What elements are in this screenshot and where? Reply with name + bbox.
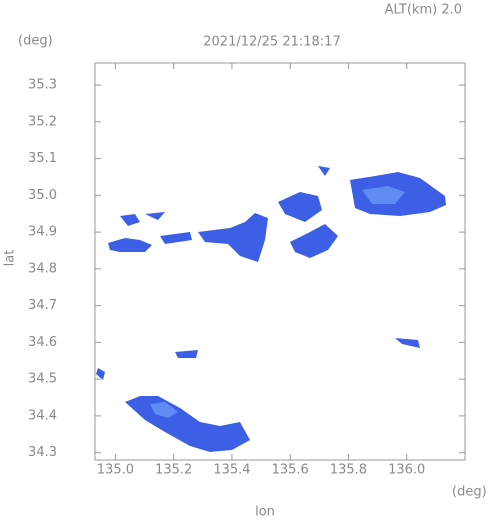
y-tick-label: 34.6: [28, 335, 57, 350]
y-tick-label: 34.9: [28, 225, 57, 240]
y-tick-label: 34.5: [28, 372, 57, 387]
y-tick-label: 35.1: [28, 151, 57, 166]
y-tick-label: 35.2: [28, 114, 57, 129]
x-axis-label: lon: [255, 505, 275, 520]
x-tick-label: 135.0: [97, 463, 134, 478]
plot-frame: [94, 62, 466, 461]
x-tick-label: 135.4: [213, 463, 250, 478]
radar-echoes: [96, 166, 446, 452]
y-tick-label: 35.0: [28, 188, 57, 203]
y-tick-label: 35.3: [28, 78, 57, 93]
timestamp: 2021/12/25 21:18:17: [203, 35, 340, 50]
y-tick-label: 34.7: [28, 298, 57, 313]
x-tick-label: 135.6: [272, 463, 309, 478]
y-tick-label: 34.3: [28, 445, 57, 460]
x-tick-label: 135.2: [155, 463, 192, 478]
y-tick-label: 34.8: [28, 261, 57, 276]
x-tick-label: 136.0: [388, 463, 425, 478]
x-tick-label: 135.8: [330, 463, 367, 478]
x-unit: (deg): [452, 485, 487, 500]
altitude-label: ALT(km) 2.0: [385, 3, 462, 18]
y-tick-label: 34.4: [28, 408, 57, 423]
y-unit: (deg): [18, 34, 53, 49]
y-axis-label: lat: [3, 250, 18, 267]
